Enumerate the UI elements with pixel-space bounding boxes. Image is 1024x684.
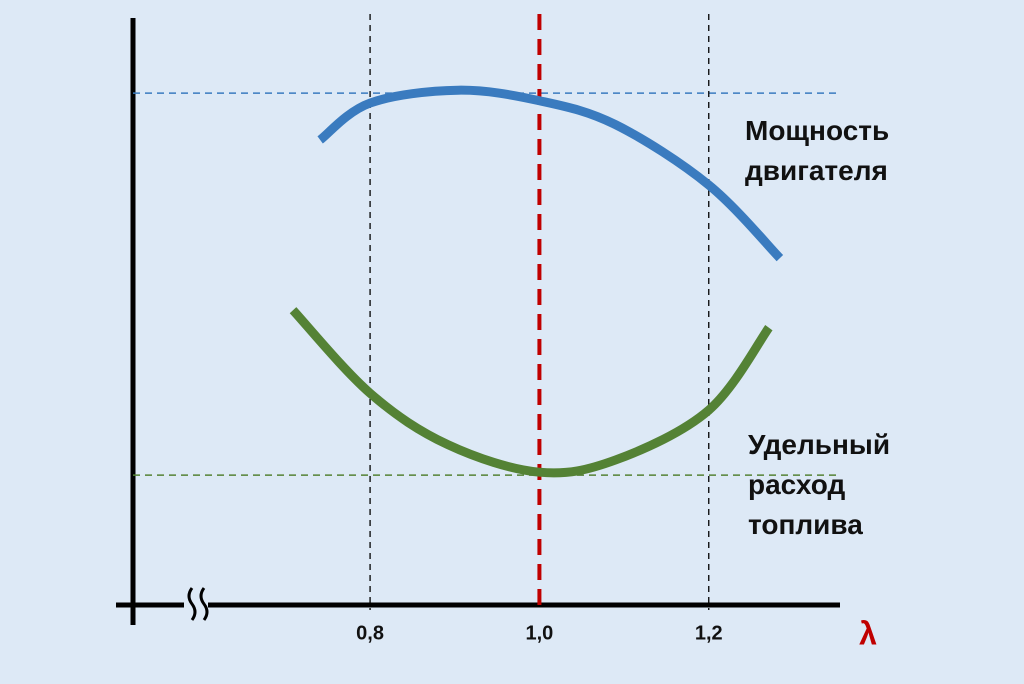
x-tick-label: 1,0 <box>526 622 554 644</box>
x-tick-label: 1,2 <box>695 622 723 644</box>
series-label: Мощность двигателя <box>745 115 890 186</box>
x-axis-label: λ <box>859 615 877 651</box>
axis-break <box>187 587 209 621</box>
series-line <box>289 307 773 478</box>
series-label: Удельный расход топлива <box>748 429 891 540</box>
series-line <box>317 85 784 262</box>
x-tick-label: 0,8 <box>356 622 384 644</box>
